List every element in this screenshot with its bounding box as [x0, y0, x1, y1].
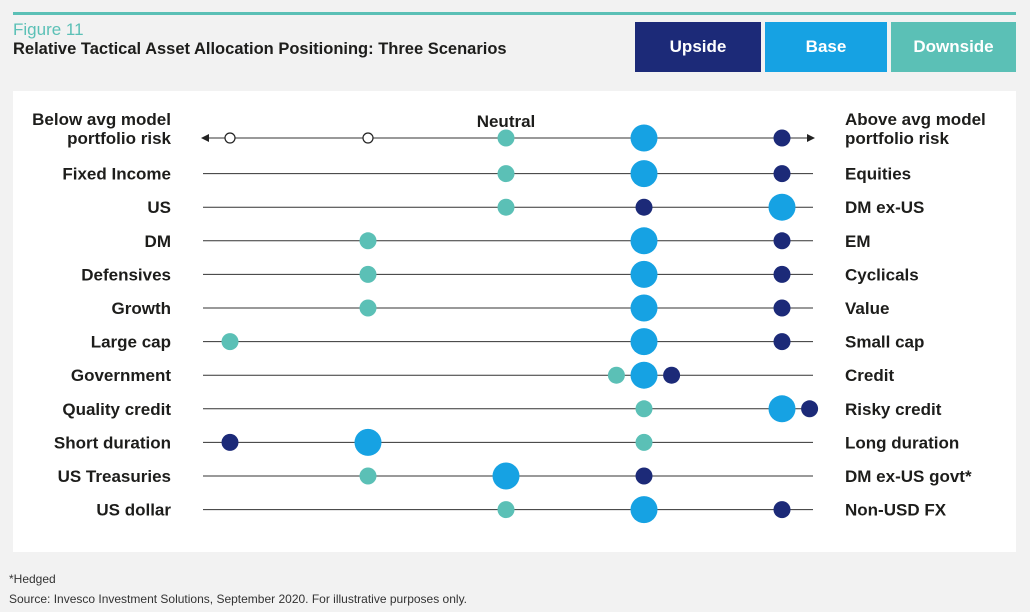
base-dot [630, 124, 658, 152]
upside-dot [663, 366, 681, 384]
upside-dot [635, 198, 653, 216]
header-right-label: portfolio risk [845, 129, 949, 148]
downside-dot [359, 467, 377, 485]
header-left-label: portfolio risk [67, 129, 171, 148]
footnote: *Hedged [9, 572, 56, 586]
header-left-label: Below avg model [32, 110, 171, 129]
base-dot [630, 227, 658, 255]
base-dot [630, 160, 658, 188]
row-right-label: Small cap [845, 333, 924, 352]
arrow-right-icon [807, 134, 815, 142]
downside-dot [359, 232, 377, 250]
row-right-label: Non-USD FX [845, 501, 947, 520]
upside-dot [773, 299, 791, 317]
downside-dot [635, 400, 653, 418]
row-right-label: Long duration [845, 433, 959, 452]
row-left-label: DM [145, 232, 171, 251]
upside-dot [773, 333, 791, 351]
chart-title: Relative Tactical Asset Allocation Posit… [13, 40, 507, 58]
row-right-label: DM ex-US [845, 198, 924, 217]
row-right-label: Credit [845, 366, 894, 385]
legend-upside: Upside [635, 22, 761, 72]
base-dot [768, 193, 796, 221]
source-note: Source: Invesco Investment Solutions, Se… [9, 592, 468, 606]
row-right-label: Equities [845, 165, 911, 184]
row-right-label: Value [845, 299, 889, 318]
header-right-label: Above avg model [845, 110, 986, 129]
base-dot [630, 260, 658, 288]
row-left-label: Large cap [91, 333, 171, 352]
row-left-label: Government [71, 366, 171, 385]
top-rule [13, 12, 1016, 15]
row-right-label: DM ex-US govt* [845, 467, 972, 486]
downside-dot [635, 433, 653, 451]
row-left-label: US [147, 198, 171, 217]
chart-panel: Neutral Below avg model portfolio risk Abov… [13, 91, 1016, 552]
downside-dot [497, 501, 515, 519]
row-right-label: Cyclicals [845, 265, 919, 284]
risk-scale-marker [224, 132, 236, 144]
upside-dot [635, 467, 653, 485]
upside-dot [801, 400, 819, 418]
row-left-label: US dollar [96, 501, 171, 520]
downside-dot [359, 299, 377, 317]
row-left-label: Fixed Income [62, 165, 171, 184]
downside-dot [497, 129, 515, 147]
row-left-label: Growth [112, 299, 172, 318]
upside-dot [773, 501, 791, 519]
neutral-label: Neutral [477, 112, 536, 131]
base-dot [492, 462, 520, 490]
upside-dot [221, 433, 239, 451]
base-dot [630, 361, 658, 389]
downside-dot [497, 165, 515, 183]
base-dot [630, 328, 658, 356]
downside-dot [607, 366, 625, 384]
base-dot [768, 395, 796, 423]
row-right-label: Risky credit [845, 400, 942, 419]
row-left-label: Defensives [81, 265, 171, 284]
figure-label: Figure 11 [13, 20, 84, 39]
base-dot [354, 428, 382, 456]
downside-dot [221, 333, 239, 351]
upside-dot [773, 232, 791, 250]
legend-base: Base [765, 22, 887, 72]
row-left-label: Quality credit [62, 400, 171, 419]
downside-dot [359, 265, 377, 283]
upside-dot [773, 165, 791, 183]
row-right-label: EM [845, 232, 871, 251]
risk-scale-marker [362, 132, 374, 144]
arrow-left-icon [201, 134, 209, 142]
row-left-label: Short duration [54, 433, 171, 452]
legend-downside: Downside [891, 22, 1016, 72]
base-dot [630, 496, 658, 524]
row-left-label: US Treasuries [58, 467, 171, 486]
upside-dot [773, 129, 791, 147]
upside-dot [773, 265, 791, 283]
downside-dot [497, 198, 515, 216]
base-dot [630, 294, 658, 322]
